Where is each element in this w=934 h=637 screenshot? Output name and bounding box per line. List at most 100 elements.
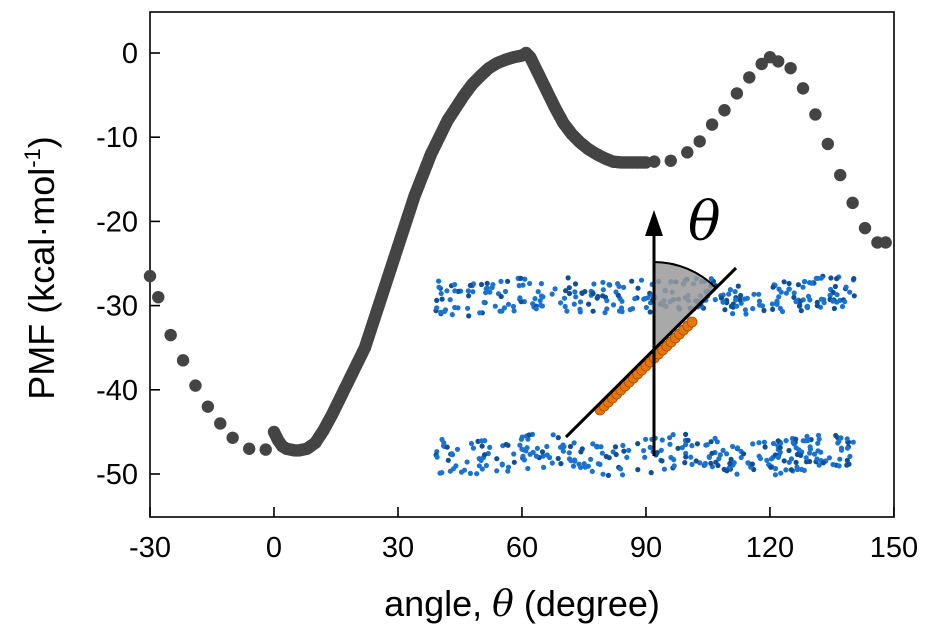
bilayer-lower-leaflet — [433, 431, 856, 478]
lipid-bead — [582, 464, 588, 470]
lipid-bead — [683, 450, 689, 456]
lipid-bead — [558, 461, 564, 467]
lipid-bead — [786, 447, 792, 454]
lipid-bead — [527, 280, 533, 287]
lipid-bead — [615, 292, 621, 298]
rod-bead — [686, 316, 698, 328]
lipid-bead — [558, 300, 564, 306]
lipid-bead — [803, 455, 809, 461]
lipid-bead — [511, 308, 517, 314]
lipid-bead — [635, 285, 641, 291]
lipid-bead — [598, 444, 604, 450]
lipid-bead — [467, 282, 473, 288]
y-tick-label: -40 — [96, 375, 138, 407]
lipid-bead — [470, 445, 476, 451]
lipid-bead — [844, 436, 850, 442]
lipid-bead — [683, 454, 689, 460]
lipid-bead — [483, 286, 489, 292]
lipid-bead — [629, 278, 635, 284]
data-point — [164, 328, 177, 342]
lipid-bead — [535, 289, 541, 295]
lipid-bead — [801, 467, 807, 473]
lipid-bead — [679, 445, 685, 451]
lipid-bead — [619, 298, 625, 304]
lipid-bead — [781, 458, 787, 464]
lipid-bead — [452, 288, 458, 294]
lipid-bead — [708, 276, 714, 282]
data-point — [176, 354, 190, 367]
theta-label: θ — [688, 190, 721, 253]
lipid-bead — [578, 464, 584, 470]
lipid-bead — [830, 298, 836, 304]
x-tick-label: 120 — [746, 532, 794, 564]
lipid-bead — [549, 291, 555, 297]
data-markers — [143, 46, 892, 457]
lipid-bead — [588, 456, 594, 462]
lipid-bead — [694, 441, 701, 447]
lipid-bead — [778, 289, 784, 295]
lipid-bead — [537, 298, 543, 304]
lipid-bead — [793, 299, 799, 305]
lipid-bead — [735, 283, 741, 289]
lipid-bead — [533, 306, 539, 312]
lipid-bead — [820, 460, 827, 466]
lipid-bead — [560, 448, 566, 454]
lipid-bead — [572, 289, 578, 295]
lipid-bead — [844, 445, 851, 451]
lipid-bead — [619, 472, 626, 478]
lipid-bead — [750, 441, 756, 447]
lipid-bead — [847, 453, 853, 459]
data-point — [226, 431, 239, 444]
lipid-bead — [550, 432, 556, 438]
lipid-bead — [850, 439, 856, 445]
lipid-bead — [540, 453, 546, 459]
y-axis-title-main: PMF (kcal·mol — [21, 168, 62, 400]
lipid-bead — [733, 297, 739, 303]
lipid-bead — [648, 470, 654, 476]
lipid-bead — [683, 442, 689, 448]
lipid-bead — [770, 306, 776, 312]
lipid-bead — [708, 460, 714, 466]
lipid-bead — [482, 452, 488, 458]
lipid-bead — [606, 282, 612, 288]
lipid-bead — [494, 456, 500, 462]
lipid-bead — [517, 442, 523, 448]
lipid-bead — [770, 284, 776, 290]
lipid-bead — [511, 459, 517, 465]
data-point — [718, 104, 731, 117]
lipid-bead — [807, 444, 813, 450]
lipid-bead — [685, 437, 691, 443]
lipid-bead — [467, 470, 473, 476]
lipid-bead — [658, 447, 664, 453]
lipid-bead — [720, 299, 726, 305]
lipid-bead — [461, 467, 468, 473]
lipid-bead — [481, 299, 487, 305]
lipid-bead — [624, 454, 630, 460]
lipid-bead — [522, 276, 528, 282]
lipid-bead — [718, 295, 725, 301]
lipid-bead — [761, 307, 767, 314]
lipid-bead — [712, 297, 718, 303]
lipid-bead — [730, 443, 736, 450]
lipid-bead — [632, 296, 638, 302]
lipid-bead — [659, 458, 665, 464]
lipid-bead — [479, 443, 485, 449]
lipid-bead — [779, 308, 786, 315]
lipid-bead — [770, 440, 777, 447]
lipid-bead — [768, 464, 774, 470]
lipid-bead — [832, 283, 839, 290]
lipid-bead — [594, 443, 600, 449]
lipid-bead — [520, 282, 526, 288]
lipid-bead — [525, 465, 531, 472]
lipid-bead — [483, 462, 489, 469]
data-point — [259, 443, 272, 456]
lipid-bead — [503, 441, 509, 448]
lipid-bead — [751, 291, 757, 297]
lipid-bead — [727, 460, 733, 467]
lipid-bead — [478, 281, 485, 288]
lipid-bead — [534, 445, 541, 451]
lipid-bead — [590, 308, 596, 314]
lipid-bead — [738, 292, 744, 299]
lipid-bead — [525, 436, 531, 442]
lipid-bead — [838, 435, 844, 441]
